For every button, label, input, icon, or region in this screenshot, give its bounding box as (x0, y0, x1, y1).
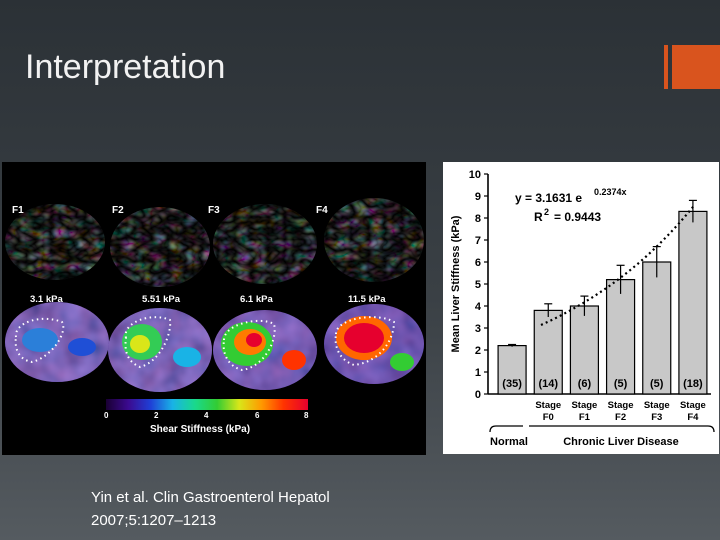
y-tick-label: 5 (475, 279, 481, 291)
slide-title: Interpretation (25, 48, 226, 86)
r-squared-value: = 0.9443 (554, 210, 601, 224)
group-label-normal: Normal (490, 436, 528, 448)
citation-line-1: Yin et al. Clin Gastroenterol Hepatol (91, 489, 330, 506)
equation-exponent: 0.2374x (594, 187, 627, 197)
equation-text: y = 3.1631 e (515, 191, 582, 205)
scale-tick-8: 8 (304, 411, 309, 420)
sample-count-label: (18) (683, 378, 703, 390)
wave-images (5, 198, 424, 287)
stage-label-f2: F2 (112, 205, 124, 216)
bar (605, 278, 636, 395)
accent-bar-thin (664, 45, 668, 89)
y-tick-label: 8 (475, 213, 481, 225)
stiffness-label-f4: 11.5 kPa (348, 294, 386, 305)
x-category-label: Stage (644, 400, 670, 411)
x-category-label: Stage (535, 400, 561, 411)
x-category-label: Stage (571, 400, 597, 411)
stiffness-label-f1: 3.1 kPa (30, 294, 63, 305)
sample-count-label: (5) (650, 378, 664, 390)
y-tick-label: 4 (475, 301, 482, 313)
stiffness-chart-panel: 0 1 2 3 4 5 6 7 8 9 10 Mean Liver Stiffness (kPa) (3… (443, 162, 719, 454)
x-category-label: Stage (680, 400, 706, 411)
y-tick-label: 3 (475, 323, 481, 335)
trendline (540, 204, 696, 326)
y-axis-title: Mean Liver Stiffness (kPa) (450, 215, 462, 352)
group-bracket-normal (489, 425, 523, 433)
scale-tick-2: 2 (154, 411, 159, 420)
x-category-label: F3 (651, 412, 662, 423)
x-category-label: F0 (543, 412, 554, 423)
stiffness-label-f3: 6.1 kPa (240, 294, 273, 305)
stage-label-f3: F3 (208, 205, 220, 216)
bar (569, 305, 600, 395)
color-scale-bar (106, 399, 308, 410)
y-tick-label: 7 (475, 235, 481, 247)
color-scale-title: Shear Stiffness (kPa) (150, 424, 251, 435)
y-tick-label: 2 (475, 345, 481, 357)
x-category-label: F4 (687, 412, 699, 423)
citation: Yin et al. Clin Gastroenterol Hepatol 20… (91, 486, 330, 532)
stage-label-f1: F1 (12, 205, 24, 216)
citation-line-2: 2007;5:1207–1213 (91, 512, 217, 529)
stage-label-f4: F4 (316, 205, 328, 216)
bar (533, 309, 563, 395)
mre-image (5, 198, 424, 410)
x-category-label: F2 (615, 412, 626, 423)
sample-count-label: (35) (502, 378, 522, 390)
y-tick-label: 6 (475, 257, 481, 269)
stiffness-bar-chart: 0 1 2 3 4 5 6 7 8 9 10 Mean Liver Stiffness (kPa) (3… (450, 169, 715, 448)
r-squared-label: R (534, 210, 543, 224)
bar (678, 210, 708, 395)
mre-image-panel: F1 F2 F3 F4 3.1 kPa 5.51 kPa 6.1 kPa 11.… (2, 162, 426, 455)
y-tick-label: 0 (475, 389, 481, 401)
bar (642, 261, 672, 395)
elastogram-images (5, 302, 424, 392)
y-tick-label: 9 (475, 191, 481, 203)
r-squared-exponent: 2 (544, 207, 549, 217)
group-bracket-cld (529, 425, 715, 433)
sample-count-label: (14) (538, 378, 558, 390)
scale-tick-4: 4 (204, 411, 209, 420)
sample-count-label: (5) (614, 378, 628, 390)
accent-bar-thick (672, 45, 720, 89)
x-category-label: F1 (579, 412, 591, 423)
y-tick-label: 10 (469, 169, 481, 181)
scale-tick-0: 0 (104, 411, 109, 420)
y-tick-label: 1 (475, 367, 481, 379)
scale-tick-6: 6 (255, 411, 260, 420)
group-label-cld: Chronic Liver Disease (563, 436, 679, 448)
stiffness-label-f2: 5.51 kPa (142, 294, 181, 305)
sample-count-label: (6) (578, 378, 592, 390)
x-category-label: Stage (608, 400, 634, 411)
